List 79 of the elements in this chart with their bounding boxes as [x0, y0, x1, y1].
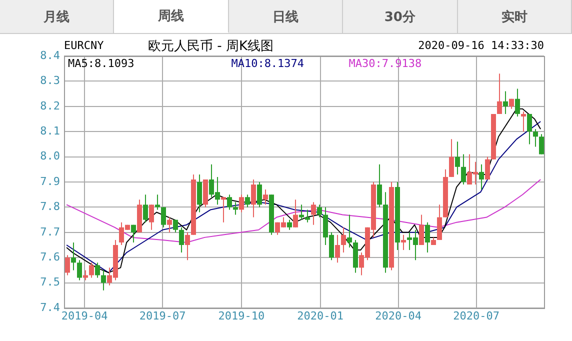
candlestick — [95, 262, 100, 278]
y-tick-label: 8.3 — [40, 74, 60, 88]
candlestick — [305, 209, 310, 223]
text: EURCNY — [64, 39, 104, 52]
text: 日线 — [228, 0, 344, 33]
candlestick — [293, 199, 298, 228]
x-tick-label: 2020-01 — [297, 309, 344, 322]
candlestick — [89, 262, 94, 278]
y-tick-label: 8.4 — [40, 48, 60, 62]
candlestick — [131, 224, 136, 243]
candlestick — [437, 204, 442, 240]
candlestick — [461, 154, 466, 186]
candlestick — [377, 164, 382, 208]
text: 30分 — [343, 0, 458, 33]
candlestick — [245, 194, 250, 208]
candlestick — [347, 214, 352, 248]
candlestick — [197, 174, 202, 213]
candlestick — [221, 196, 226, 223]
candlestick — [485, 156, 490, 180]
text: MA30:7.9138 — [348, 56, 422, 70]
y-tick-label: 8.0 — [40, 150, 60, 163]
x-tick-label: 2020-04 — [375, 309, 422, 322]
candlestick — [497, 73, 502, 114]
candlestick — [155, 194, 160, 210]
y-tick-label: 8.1 — [40, 124, 60, 138]
chart-title: 欧元人民币 - 周K线图 — [148, 38, 274, 55]
text: 月线 — [0, 0, 114, 33]
text: 2020-09-16 14:33:30 — [418, 39, 544, 52]
candlestick — [539, 134, 544, 155]
y-tick-label: 8.2 — [40, 99, 60, 112]
candlestick — [425, 222, 430, 254]
candlestick — [83, 270, 88, 281]
x-tick-label: 2019-07 — [139, 309, 186, 322]
candlestick — [287, 219, 292, 230]
y-tick-label: 7.6 — [40, 250, 60, 264]
y-tick-label: 7.8 — [40, 200, 60, 214]
text: 周线 — [114, 0, 229, 33]
candlestick — [65, 254, 70, 276]
y-tick-label: 7.7 — [40, 225, 60, 238]
text: MA5:8.1093 — [68, 56, 134, 70]
candlestick — [521, 110, 526, 132]
candlestick — [533, 128, 538, 148]
candlestick — [143, 194, 148, 223]
candlestick — [77, 260, 82, 281]
candlestick — [515, 88, 520, 117]
text: MA10:8.1374 — [231, 56, 304, 70]
candlestick — [161, 206, 166, 228]
x-tick-label: 2019-10 — [218, 309, 265, 322]
x-tick-label: 2019-04 — [61, 309, 108, 322]
candlestick — [149, 204, 154, 230]
candlestick — [527, 113, 532, 145]
candlestick — [179, 226, 184, 254]
candlestick — [233, 202, 238, 216]
candlestick — [335, 234, 340, 264]
candlestick — [317, 204, 322, 218]
candlestick — [251, 178, 256, 218]
candlestick — [71, 242, 76, 271]
y-tick-label: 7.5 — [40, 276, 60, 289]
candlestick — [227, 194, 232, 210]
candlestick — [167, 216, 172, 233]
candlestick — [419, 214, 424, 246]
candlestick — [257, 182, 262, 208]
candlestick — [101, 270, 106, 291]
candlestick — [185, 232, 190, 261]
candlestick — [263, 189, 268, 206]
candlestick — [449, 138, 454, 178]
text: 实时 — [458, 0, 572, 33]
candlestick — [311, 202, 316, 226]
candlestick — [479, 164, 484, 190]
candlestick — [341, 226, 346, 254]
x-tick-label: 2020-07 — [453, 309, 500, 322]
candlestick — [299, 204, 304, 220]
candlestick — [401, 234, 406, 251]
candlestick — [173, 219, 178, 233]
y-tick-label: 7.4 — [40, 300, 60, 314]
candlestick — [503, 90, 508, 114]
candlestick — [239, 194, 244, 213]
candlestick — [455, 141, 460, 175]
y-tick-label: 7.9 — [40, 174, 60, 188]
